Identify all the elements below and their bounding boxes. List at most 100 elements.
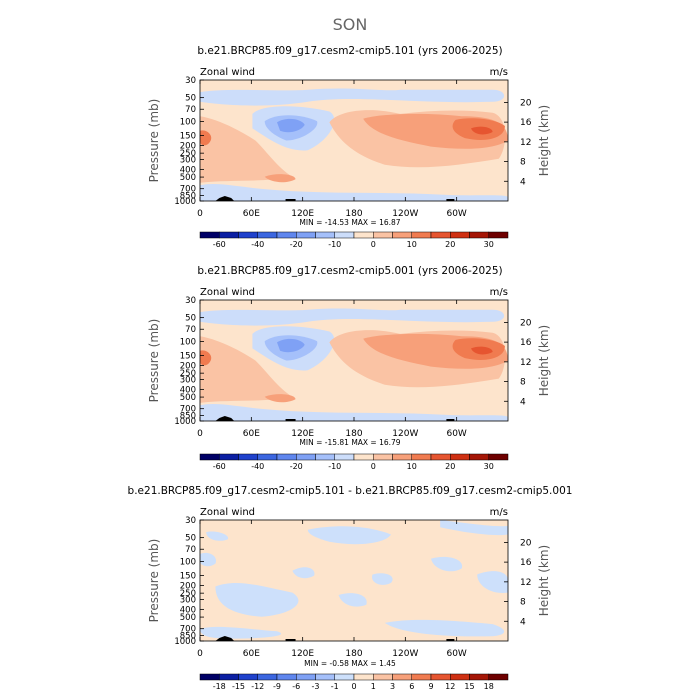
colorbar-swatch: [373, 673, 393, 681]
colorbar-label: 12: [445, 682, 455, 691]
contour-fill-9: [471, 126, 493, 135]
x-tick-label: 120E: [291, 649, 314, 659]
x-tick-label: 0: [197, 209, 203, 219]
colorbar-label: 10: [407, 240, 417, 249]
colorbar-label: 3: [390, 682, 395, 691]
y-tick-label: 700: [180, 405, 196, 415]
colorbar: -60 -40 -20 -10 0 10 20 30: [199, 453, 509, 471]
colorbar-swatch: [315, 453, 335, 461]
y-tick-label: 200: [180, 581, 196, 591]
contour-fill-5: [200, 336, 293, 403]
y-tick-label: 100: [180, 558, 196, 568]
y-tick-label: 30: [185, 296, 196, 306]
x-tick-label: 60W: [446, 209, 466, 219]
colorbar-label: -18: [213, 682, 226, 691]
x-tick-label: 120W: [392, 429, 418, 439]
y-tick-label: 700: [180, 185, 196, 195]
contour-field: [200, 300, 508, 421]
colorbar-label: -10: [328, 240, 341, 249]
variable-label: Zonal wind: [200, 507, 255, 518]
x-tick-label: 120E: [291, 209, 314, 219]
y-tick-label: 150: [180, 572, 196, 582]
colorbar-swatch: [219, 673, 239, 681]
contour-fill-1: [206, 531, 229, 541]
panel-title: b.e21.BRCP85.f09_g17.cesm2-cmip5.001 (yr…: [197, 265, 502, 277]
contour-fill-1: [200, 308, 505, 326]
colorbar-swatch: [353, 673, 374, 681]
terrain-mask-3: [446, 199, 455, 201]
x-tick-label: 60E: [243, 209, 260, 219]
y-tick-label: 700: [180, 625, 196, 635]
contour-fill-10: [200, 350, 212, 366]
colorbar-swatch: [334, 453, 355, 461]
height-tick-label: 8: [520, 598, 526, 608]
colorbar-label: -3: [312, 682, 320, 691]
colorbar-label: -20: [290, 240, 303, 249]
x-tick-label: 180: [345, 429, 362, 439]
colorbar-swatch: [469, 231, 489, 239]
height-tick-label: 8: [520, 158, 526, 168]
y-tick-label: 250: [180, 589, 196, 599]
height-tick-label: 8: [520, 378, 526, 388]
contour-fill-1: [200, 88, 505, 106]
y-axis-title-right: Height (km): [537, 325, 551, 396]
y-tick-label: 50: [185, 314, 196, 324]
colorbar-swatch: [257, 453, 278, 461]
y-tick-label: 1000: [174, 417, 196, 427]
contour-field: [200, 80, 508, 201]
panel-title: b.e21.BRCP85.f09_g17.cesm2-cmip5.101 (yr…: [197, 45, 502, 57]
chart-panel-1: b.e21.BRCP85.f09_g17.cesm2-cmip5.101 (yr…: [147, 45, 551, 249]
colorbar-label: 9: [428, 682, 433, 691]
contour-fill-6: [372, 573, 393, 585]
colorbar-swatch: [238, 453, 258, 461]
contour-fill-12: [200, 626, 282, 639]
units-label: m/s: [490, 67, 508, 78]
terrain-mask-2: [285, 419, 296, 421]
y-axis-title: Pressure (mb): [147, 99, 161, 183]
panel-title: b.e21.BRCP85.f09_g17.cesm2-cmip5.101 - b…: [128, 485, 573, 497]
colorbar-swatch: [450, 673, 470, 681]
colorbar-label: 20: [445, 462, 455, 471]
contour-fill-4: [277, 338, 305, 353]
height-tick-label: 20: [520, 538, 532, 548]
colorbar-label: 0: [351, 682, 356, 691]
y-tick-label: 500: [180, 173, 196, 183]
y-tick-label: 850: [180, 631, 196, 641]
min-max-stats: MIN = -15.81 MAX = 16.79: [299, 438, 400, 447]
contour-fill-4: [277, 118, 305, 133]
colorbar-swatch: [469, 673, 489, 681]
y-axis-title-right: Height (km): [537, 105, 551, 176]
y-tick-label: 30: [185, 516, 196, 526]
contour-field: [200, 520, 508, 641]
colorbar-swatch: [392, 231, 412, 239]
colorbar-swatch: [296, 231, 316, 239]
height-tick-label: 12: [520, 578, 531, 588]
colorbar-swatch: [238, 673, 258, 681]
y-tick-label: 250: [180, 369, 196, 379]
contour-fill-11: [264, 394, 296, 403]
contour-fill-5: [200, 116, 293, 183]
colorbar-swatch: [238, 231, 258, 239]
colorbar-swatch: [488, 673, 509, 681]
y-tick-label: 400: [180, 385, 196, 395]
height-tick-label: 16: [520, 118, 532, 128]
colorbar-label: -20: [290, 462, 303, 471]
x-tick-label: 60W: [446, 649, 466, 659]
colorbar-swatch: [488, 231, 509, 239]
y-tick-label: 70: [185, 325, 196, 335]
terrain-mask-2: [285, 639, 296, 641]
colorbar-swatch: [276, 231, 297, 239]
chart-panel-3: b.e21.BRCP85.f09_g17.cesm2-cmip5.101 - b…: [128, 485, 573, 691]
y-tick-label: 50: [185, 534, 196, 544]
contour-fill-12: [200, 403, 508, 421]
y-tick-label: 300: [180, 155, 196, 165]
min-max-stats: MIN = -14.53 MAX = 16.87: [299, 218, 400, 227]
colorbar-label: -1: [331, 682, 339, 691]
x-tick-label: 180: [345, 209, 362, 219]
colorbar-swatch: [315, 231, 335, 239]
y-tick-label: 300: [180, 375, 196, 385]
colorbar-swatch: [373, 231, 393, 239]
colorbar-swatch: [219, 231, 239, 239]
units-label: m/s: [490, 507, 508, 518]
